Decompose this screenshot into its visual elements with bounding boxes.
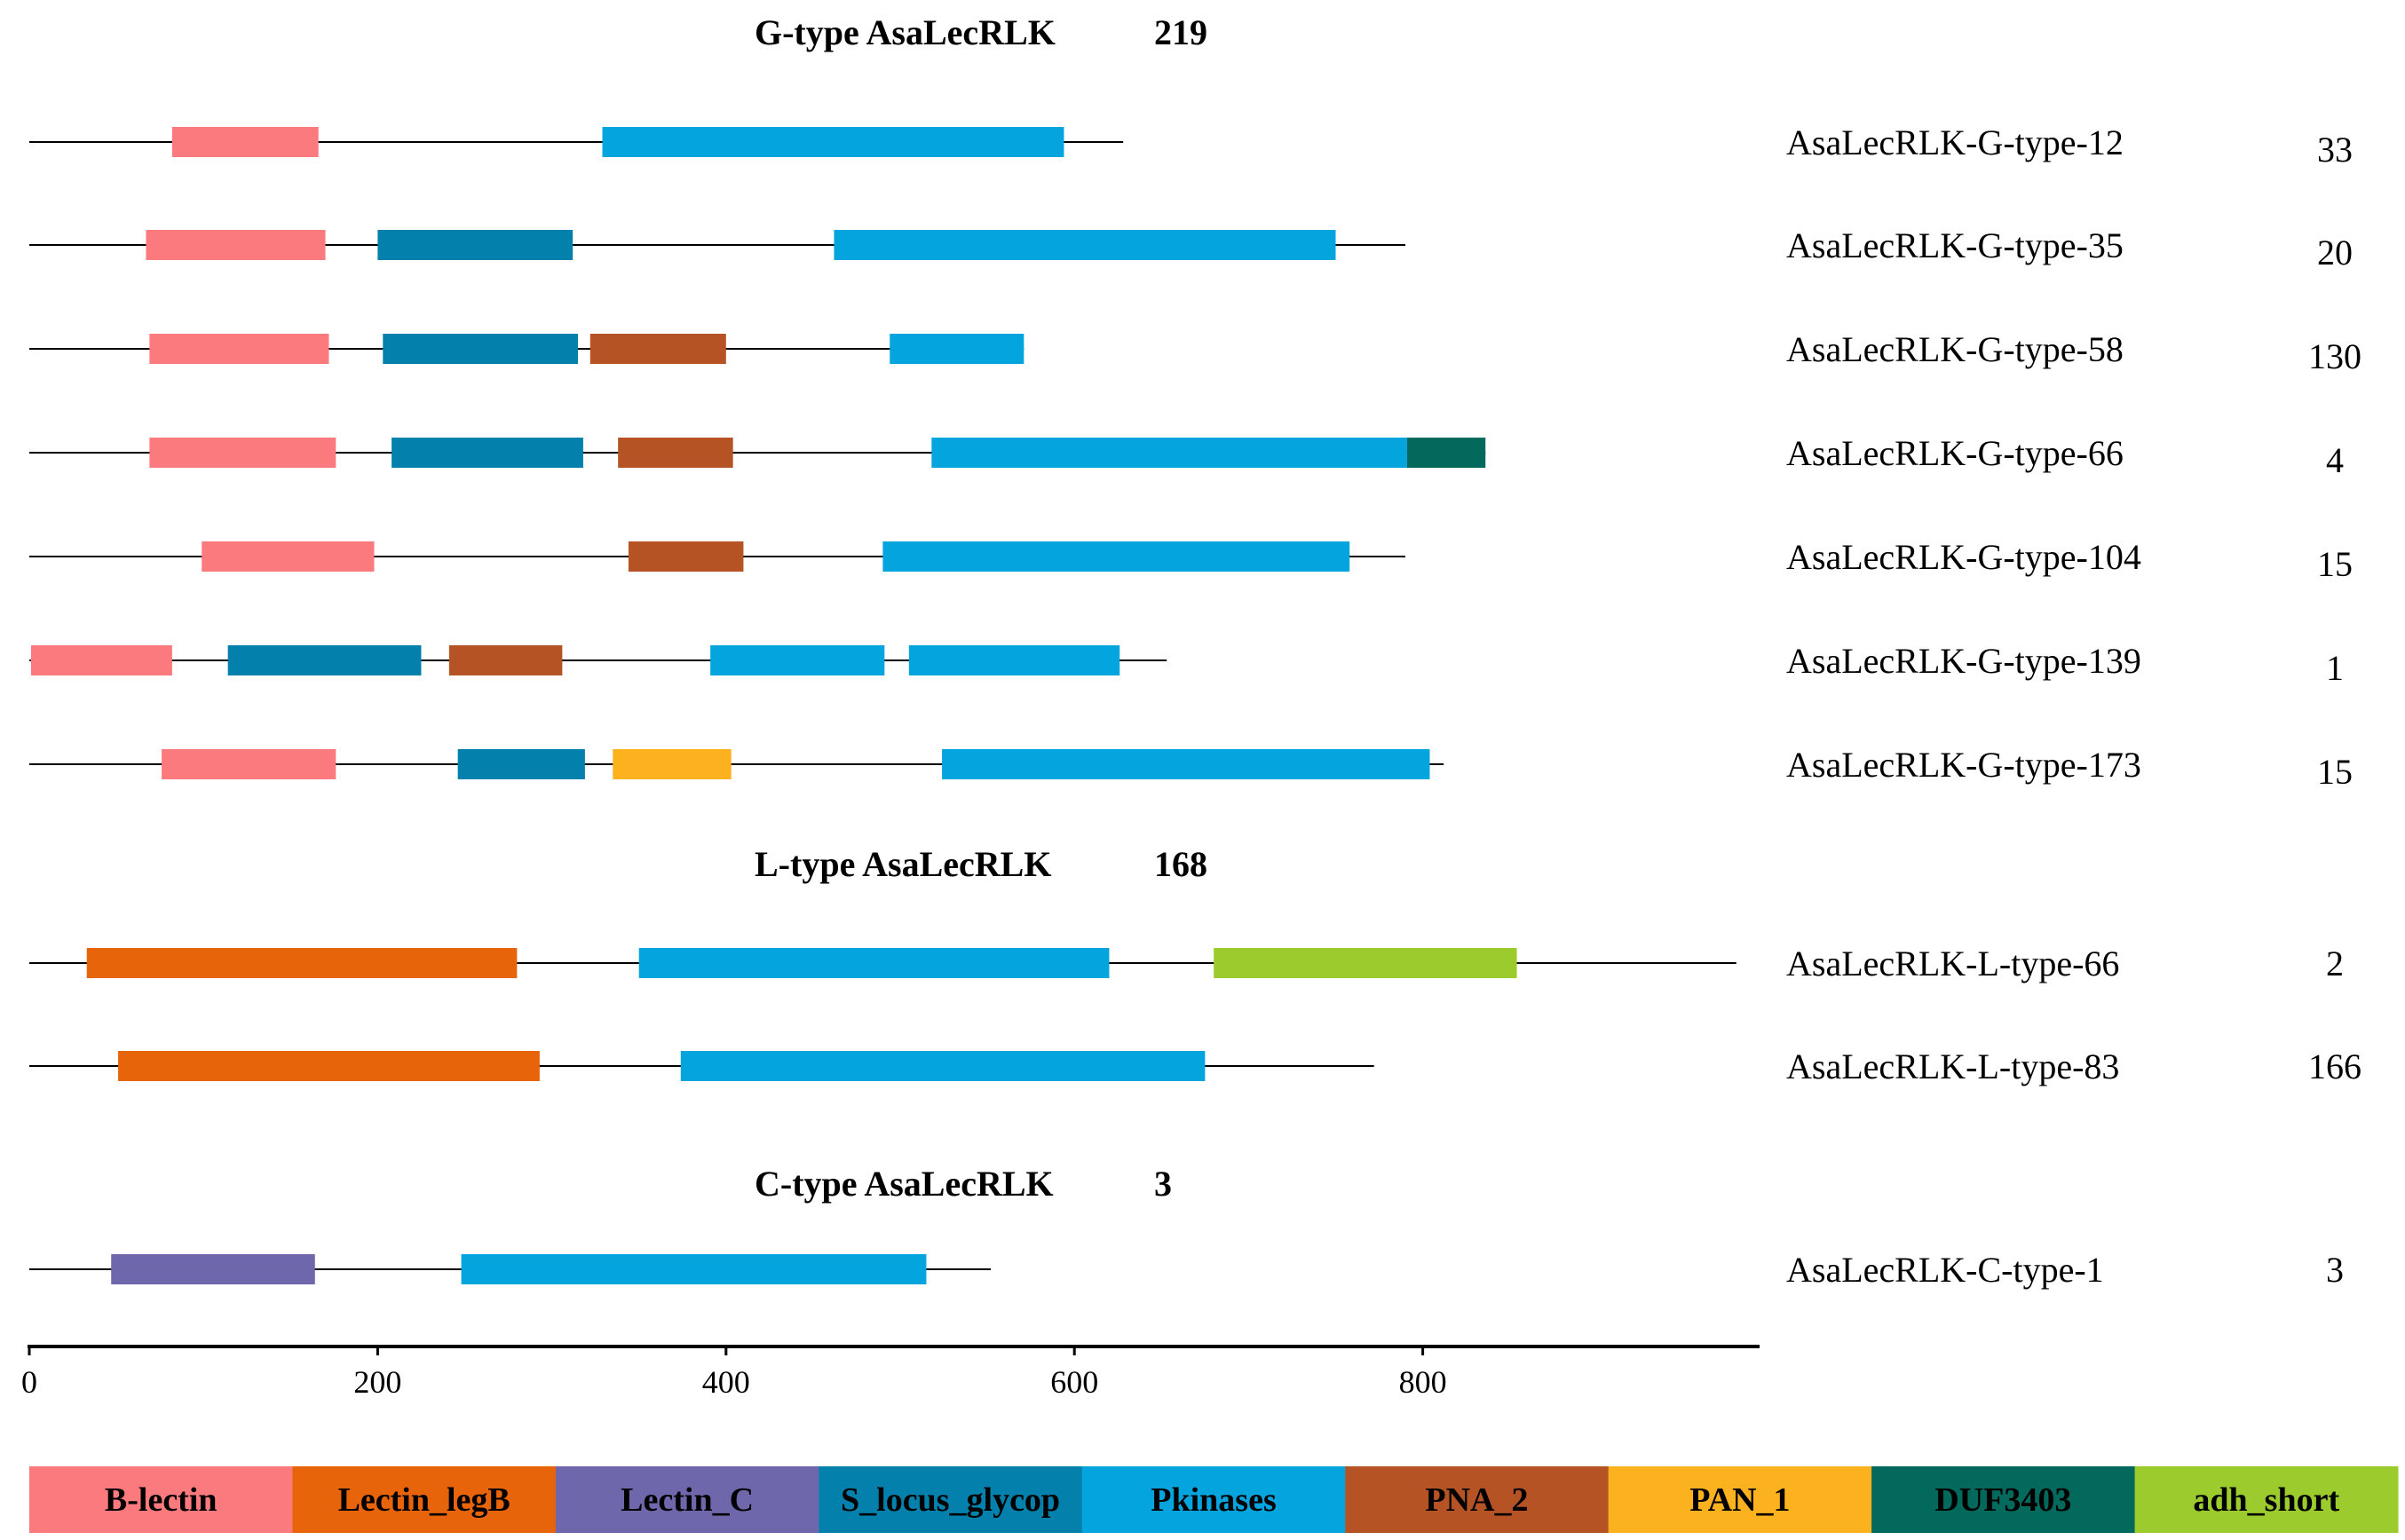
protein-row: AsaLecRLK-G-type-12 33 [29,122,2353,170]
legend-label: adh_short [2193,1481,2339,1519]
protein-count: 15 [2317,752,2353,792]
protein-row: AsaLecRLK-L-type-66 2 [29,944,2344,983]
group-title: C-type AsaLecRLK [755,1164,1054,1204]
protein-name: AsaLecRLK-G-type-35 [1786,225,2124,265]
axis-tick-label: 600 [1050,1364,1098,1400]
protein-name: AsaLecRLK-L-type-83 [1786,1046,2119,1086]
protein-rows: AsaLecRLK-G-type-12 33AsaLecRLK-G-type-35… [29,122,2361,1290]
protein-row: AsaLecRLK-L-type-83 166 [29,1046,2361,1086]
legend-swatch [1345,1466,1610,1533]
legend-swatch [1081,1466,1346,1533]
legend-label: PNA_2 [1425,1481,1528,1519]
domain-b-lectin [202,541,375,572]
domain-pna-2 [618,438,733,468]
domain-s-locus-glycop [392,438,583,468]
protein-count: 20 [2317,233,2353,272]
domain-pna-2 [628,541,744,572]
domain-pan-1 [613,749,732,779]
protein-name: AsaLecRLK-L-type-66 [1786,944,2119,983]
protein-row: AsaLecRLK-G-type-66 4 [29,433,2344,480]
protein-count: 4 [2326,440,2344,480]
length-axis: 0 200 400 600 800 [21,1345,1760,1400]
legend-swatch [1871,1466,2136,1533]
domain-s-locus-glycop [457,749,585,779]
axis-tick-label: 800 [1399,1364,1447,1400]
protein-count: 130 [2308,336,2361,376]
protein-count: 2 [2326,944,2344,983]
legend-label: Lectin_legB [338,1481,510,1519]
protein-count: 15 [2317,544,2353,584]
domain-legend: B-lectin Lectin_legB Lectin_C S_locus_glyco… [29,1466,2399,1533]
domain-pkinases [882,541,1350,572]
protein-name: AsaLecRLK-G-type-12 [1786,122,2124,162]
domain-pkinases [461,1254,927,1284]
domain-b-lectin [149,438,336,468]
protein-count: 33 [2317,130,2353,170]
protein-name: AsaLecRLK-G-type-58 [1786,329,2124,369]
domain-adh-short [1214,948,1517,978]
protein-row: AsaLecRLK-G-type-35 20 [29,225,2353,272]
protein-count: 3 [2326,1250,2344,1290]
protein-row: AsaLecRLK-G-type-173 15 [29,745,2353,792]
legend-label: DUF3403 [1934,1481,2071,1519]
protein-name: AsaLecRLK-G-type-104 [1786,537,2141,577]
group-total: 168 [1154,844,1207,884]
domain-b-lectin [171,127,319,157]
legend-swatch [555,1466,819,1533]
group-headers: G-type AsaLecRLK 219 L-type AsaLecRLK 168 C-… [755,12,1207,1204]
domain-pkinases [602,127,1064,157]
axis-tick-label: 200 [353,1364,401,1400]
legend-label: PAN_1 [1689,1481,1790,1519]
axis-tick-label: 400 [702,1364,750,1400]
domain-lectin-legb [118,1051,540,1081]
domain-pkinases [890,334,1024,364]
group-total: 219 [1154,12,1207,52]
domain-pkinases [638,948,1110,978]
domain-b-lectin [149,334,329,364]
group-title: L-type AsaLecRLK [755,844,1051,884]
legend-swatch [819,1466,1083,1533]
domain-b-lectin [146,230,326,260]
domain-pkinases [908,645,1120,675]
domain-lectin-c [111,1254,315,1284]
protein-name: AsaLecRLK-G-type-66 [1786,433,2124,473]
domain-pkinases [931,438,1407,468]
domain-pna-2 [589,334,726,364]
domain-duf3403 [1406,438,1486,468]
axis-tick-label: 0 [21,1364,37,1400]
domain-lectin-legb [86,948,518,978]
legend-label: B-lectin [105,1481,218,1519]
legend-swatch [29,1466,293,1533]
group-total: 3 [1154,1164,1172,1204]
legend-label: Pkinases [1151,1481,1276,1519]
domain-pkinases [834,230,1336,260]
legend-swatch [2134,1466,2399,1533]
protein-name: AsaLecRLK-C-type-1 [1786,1250,2104,1290]
domain-b-lectin [30,645,172,675]
legend-label: S_locus_glycop [841,1481,1060,1519]
domain-pkinases [680,1051,1206,1081]
domain-s-locus-glycop [377,230,574,260]
domain-pkinases [710,645,885,675]
protein-row: AsaLecRLK-C-type-1 3 [29,1250,2344,1290]
domain-pna-2 [448,645,563,675]
domain-s-locus-glycop [227,645,422,675]
protein-count: 166 [2308,1046,2361,1086]
protein-count: 1 [2326,648,2344,688]
legend-swatch [292,1466,557,1533]
domain-b-lectin [162,749,336,779]
protein-name: AsaLecRLK-G-type-139 [1786,641,2141,681]
protein-name: AsaLecRLK-G-type-173 [1786,745,2141,785]
legend-swatch [1608,1466,1872,1533]
protein-row: AsaLecRLK-G-type-139 1 [29,641,2344,688]
protein-row: AsaLecRLK-G-type-58 130 [29,329,2361,376]
group-title: G-type AsaLecRLK [755,12,1056,52]
domain-pkinases [942,749,1430,779]
domain-s-locus-glycop [383,334,579,364]
legend-label: Lectin_C [621,1481,754,1519]
protein-row: AsaLecRLK-G-type-104 15 [29,537,2353,584]
